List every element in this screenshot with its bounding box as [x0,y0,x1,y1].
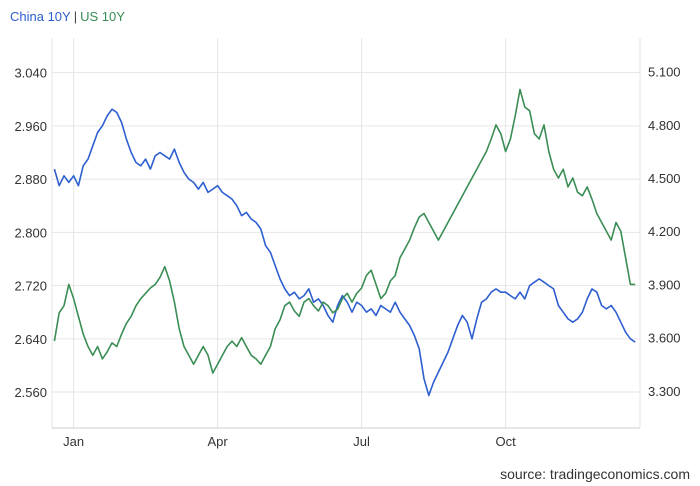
series-lines [53,88,636,397]
right-tick-label: 4.500 [648,171,681,186]
right-tick-label: 5.100 [648,65,681,80]
left-tick-label: 2.720 [14,279,47,294]
left-tick-label: 2.800 [14,225,47,240]
right-tick-label: 3.900 [648,277,681,292]
x-tick-label: Apr [207,434,228,449]
chart-legend: China 10Y | US 10Y [10,9,125,24]
left-axis-ticks: 3.040 2.960 2.880 2.800 2.720 2.640 2.560 [14,66,47,400]
left-tick-label: 2.640 [14,332,47,347]
line-chart: 3.040 2.960 2.880 2.800 2.720 2.640 2.560 5.10… [14,38,681,449]
grid-lines [51,38,641,429]
legend-separator: | [73,9,78,24]
left-tick-label: 2.880 [14,172,47,187]
x-tick-label: Jul [353,434,370,449]
right-tick-label: 3.600 [648,331,681,346]
right-axis-ticks: 5.100 4.800 4.500 4.200 3.900 3.600 3.300 [648,65,681,399]
series-line-us-10y [53,88,636,374]
source-credit[interactable]: source: tradingeconomics.com [500,466,690,482]
left-tick-label: 2.560 [14,385,47,400]
x-tick-label: Oct [495,434,516,449]
right-tick-label: 4.800 [648,118,681,133]
legend-us[interactable]: US 10Y [80,9,125,24]
right-tick-label: 3.300 [648,384,681,399]
left-tick-label: 2.960 [14,119,47,134]
x-axis-ticks: Jan Apr Jul Oct [63,434,516,449]
legend-china[interactable]: China 10Y [10,9,71,24]
left-tick-label: 3.040 [14,66,47,81]
series-line-china-10y [53,108,636,397]
x-tick-label: Jan [63,434,84,449]
right-tick-label: 4.200 [648,224,681,239]
